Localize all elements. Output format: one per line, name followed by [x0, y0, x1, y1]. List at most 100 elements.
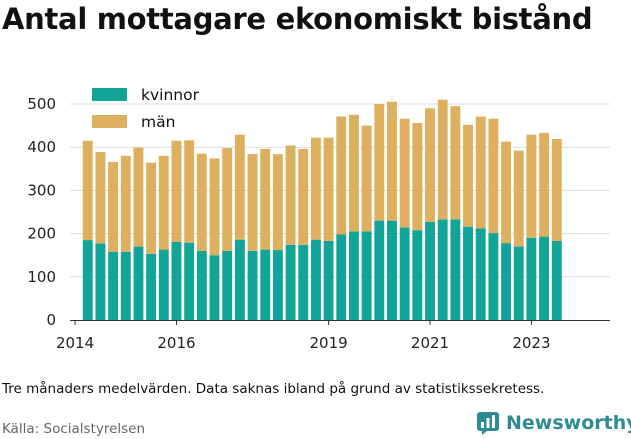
bar-kvinnor [247, 250, 258, 320]
bar-kvinnor [158, 249, 169, 320]
bar-man [323, 137, 334, 241]
y-tick-label: 400 [27, 138, 56, 156]
bar-man [387, 101, 397, 221]
bar-man [336, 116, 347, 235]
bar-kvinnor [501, 243, 511, 320]
bar-kvinnor [412, 230, 423, 320]
bar-kvinnor [120, 251, 131, 320]
bar-man [501, 141, 511, 244]
bars [82, 99, 562, 320]
axes: 0 100 200 300 400 500 2014 2016 2019 2021 2023 [27, 95, 610, 352]
bar-kvinnor [463, 226, 473, 320]
bar-man [209, 158, 220, 256]
bar-man [425, 108, 435, 222]
bar-man [196, 153, 207, 251]
bar-kvinnor [450, 219, 461, 320]
bar-kvinnor [387, 220, 397, 320]
bar-kvinnor [272, 250, 283, 320]
x-tick-label: 2019 [309, 334, 347, 352]
bar-man [171, 140, 182, 242]
bar-kvinnor [526, 237, 537, 320]
bar-man [399, 118, 410, 228]
y-tick-label: 300 [27, 181, 56, 199]
bar-man [234, 134, 245, 240]
bar-kvinnor [475, 228, 486, 320]
bar-man [222, 148, 233, 251]
bar-kvinnor [323, 240, 334, 320]
bar-man [513, 150, 524, 247]
legend: kvinnor män [92, 86, 200, 131]
bar-man [285, 145, 296, 245]
bar-man [374, 104, 385, 221]
bar-man [120, 155, 131, 252]
chart-title: Antal mottagare ekonomiskt bistånd [2, 2, 593, 36]
bar-man [475, 116, 486, 229]
bar-man [463, 124, 473, 227]
bar-man [551, 138, 562, 241]
source-note: Källa: Socialstyrelsen [2, 421, 146, 437]
bar-kvinnor [336, 234, 347, 320]
y-tick-label: 500 [27, 95, 56, 113]
bar-man [488, 118, 499, 234]
bar-kvinnor [234, 239, 245, 320]
bar-kvinnor [82, 240, 93, 320]
bar-kvinnor [184, 242, 195, 320]
bar-man [298, 148, 309, 245]
newsworthy-chart-logo-icon [477, 412, 499, 435]
stacked-bar-chart: 0 100 200 300 400 500 2014 2016 2019 2021 2023 kvi… [27, 86, 610, 352]
bar-kvinnor [209, 255, 220, 320]
bar-kvinnor [349, 231, 359, 320]
bar-kvinnor [361, 231, 372, 320]
bar-kvinnor [374, 220, 385, 320]
chart-caption: Tre månaders medelvärden. Data saknas ib… [2, 381, 545, 397]
bar-man [310, 137, 321, 240]
bar-kvinnor [133, 246, 144, 320]
y-tick-label: 100 [27, 268, 56, 286]
bar-man [272, 154, 283, 251]
bar-kvinnor [95, 243, 106, 320]
brand-name: Newsworthy [506, 412, 631, 434]
bar-man [412, 123, 423, 231]
bar-kvinnor [513, 246, 524, 320]
x-tick-label: 2021 [411, 334, 449, 352]
bar-kvinnor [260, 249, 271, 320]
bar-kvinnor [539, 236, 550, 320]
bar-man [260, 148, 271, 250]
bar-kvinnor [310, 239, 321, 320]
bar-kvinnor [298, 244, 309, 320]
bar-man [526, 134, 537, 238]
bar-man [184, 140, 195, 243]
legend-label: kvinnor [141, 86, 200, 104]
bar-kvinnor [399, 227, 410, 320]
bar-kvinnor [171, 241, 182, 320]
bar-man [82, 140, 93, 241]
bar-kvinnor [222, 250, 233, 320]
bar-man [437, 99, 448, 220]
bar-man [95, 151, 106, 244]
bar-man [108, 161, 119, 252]
bar-man [133, 147, 144, 247]
bar-kvinnor [285, 244, 296, 320]
legend-label: män [141, 113, 175, 131]
y-tick-label: 200 [27, 225, 56, 243]
bar-man [361, 125, 372, 232]
bar-kvinnor [551, 240, 562, 320]
bar-kvinnor [146, 253, 157, 320]
bar-man [247, 154, 258, 251]
bar-kvinnor [488, 233, 499, 320]
y-tick-label: 0 [46, 311, 56, 329]
bar-man [158, 155, 169, 250]
newsworthy-logo[interactable]: Newsworthy [476, 410, 631, 436]
bar-kvinnor [196, 250, 207, 320]
bar-kvinnor [425, 221, 435, 320]
bar-man [450, 106, 461, 220]
legend-swatch [92, 88, 127, 101]
bar-man [539, 132, 550, 237]
x-tick-label: 2014 [56, 334, 94, 352]
bar-kvinnor [108, 251, 119, 320]
bar-kvinnor [437, 219, 448, 320]
bar-man [349, 114, 359, 232]
x-tick-label: 2023 [512, 334, 550, 352]
x-tick-label: 2016 [157, 334, 195, 352]
bar-man [146, 162, 157, 254]
